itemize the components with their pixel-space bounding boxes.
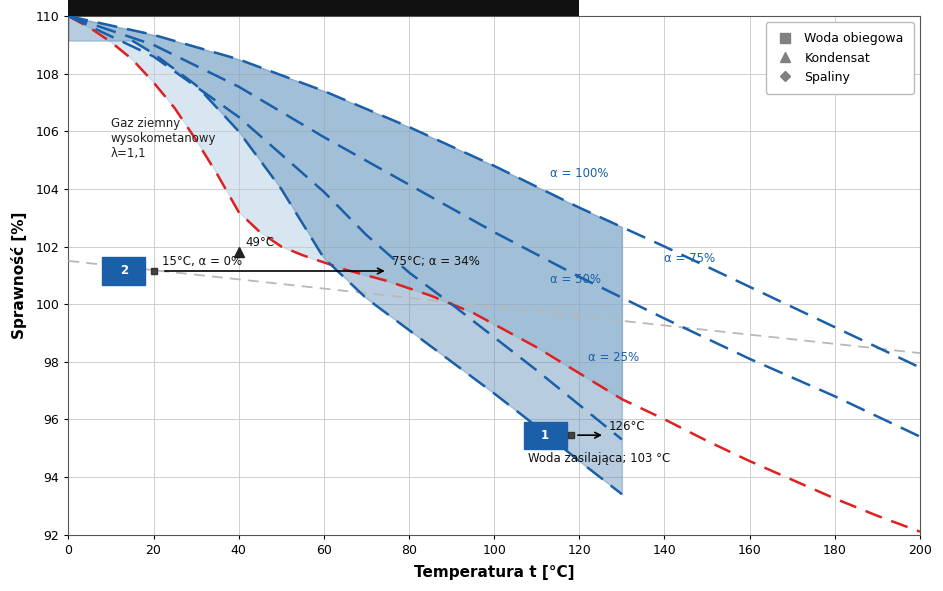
Text: α = 50%: α = 50% [550,273,601,286]
Text: α = 100%: α = 100% [550,167,608,180]
Text: 49°C: 49°C [245,236,274,249]
Text: Gaz ziemny
wysokometanowy
λ=1,1: Gaz ziemny wysokometanowy λ=1,1 [111,117,217,160]
Text: α = 75%: α = 75% [665,252,716,265]
Text: 1: 1 [541,428,550,441]
Text: α = 25%: α = 25% [587,351,639,364]
Y-axis label: Sprawność [%]: Sprawność [%] [11,212,27,339]
Text: 15°C, α = 0%: 15°C, α = 0% [162,255,242,268]
FancyBboxPatch shape [102,258,145,284]
Legend: Woda obiegowa, Kondensat, Spaliny: Woda obiegowa, Kondensat, Spaliny [766,22,914,94]
Text: 2: 2 [120,265,127,278]
Text: 126°C: 126°C [609,420,646,433]
Text: 75°C; α = 34%: 75°C; α = 34% [392,255,480,268]
FancyBboxPatch shape [523,421,567,449]
Text: Woda zasilająca; 103 °C: Woda zasilająca; 103 °C [528,453,670,466]
X-axis label: Temperatura t [°C]: Temperatura t [°C] [414,565,574,580]
